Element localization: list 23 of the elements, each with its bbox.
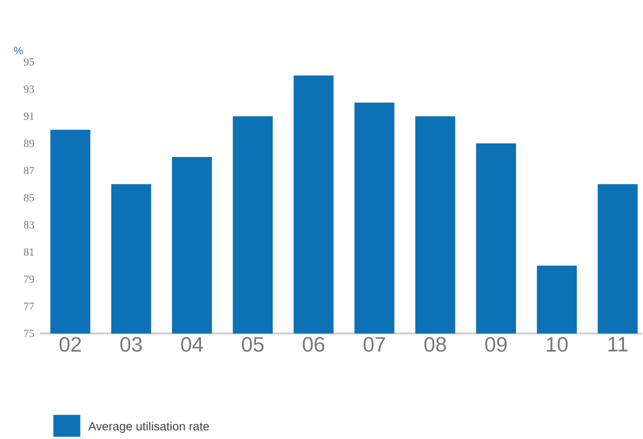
y-tick-label: 77 [24, 302, 34, 310]
legend-label: Average utilisation rate [88, 422, 209, 433]
x-tick-label: 10 [546, 337, 568, 352]
y-tick-label: 91 [24, 112, 34, 120]
y-tick-label: 79 [24, 276, 34, 283]
x-tick-label: 06 [302, 337, 324, 352]
y-tick-label: 85 [24, 194, 34, 202]
x-tick-label: 03 [120, 337, 142, 352]
y-tick-label: 93 [24, 85, 34, 93]
x-tick-label: 02 [60, 337, 81, 352]
y-tick-label: 95 [24, 58, 34, 66]
x-tick-label: 07 [364, 337, 385, 352]
x-tick-label: 11 [608, 337, 628, 352]
y-tick-label: 75 [24, 330, 34, 338]
x-tick-label: 08 [424, 337, 446, 352]
x-tick-label: 09 [485, 337, 507, 352]
y-axis-title: % [14, 46, 23, 54]
y-tick-label: 81 [24, 248, 34, 256]
y-tick-label: 89 [24, 140, 34, 148]
x-tick-label: 05 [242, 337, 264, 352]
y-tick-label: 87 [24, 166, 34, 174]
x-tick-label: 04 [181, 337, 203, 352]
y-tick-label: 83 [24, 221, 34, 229]
